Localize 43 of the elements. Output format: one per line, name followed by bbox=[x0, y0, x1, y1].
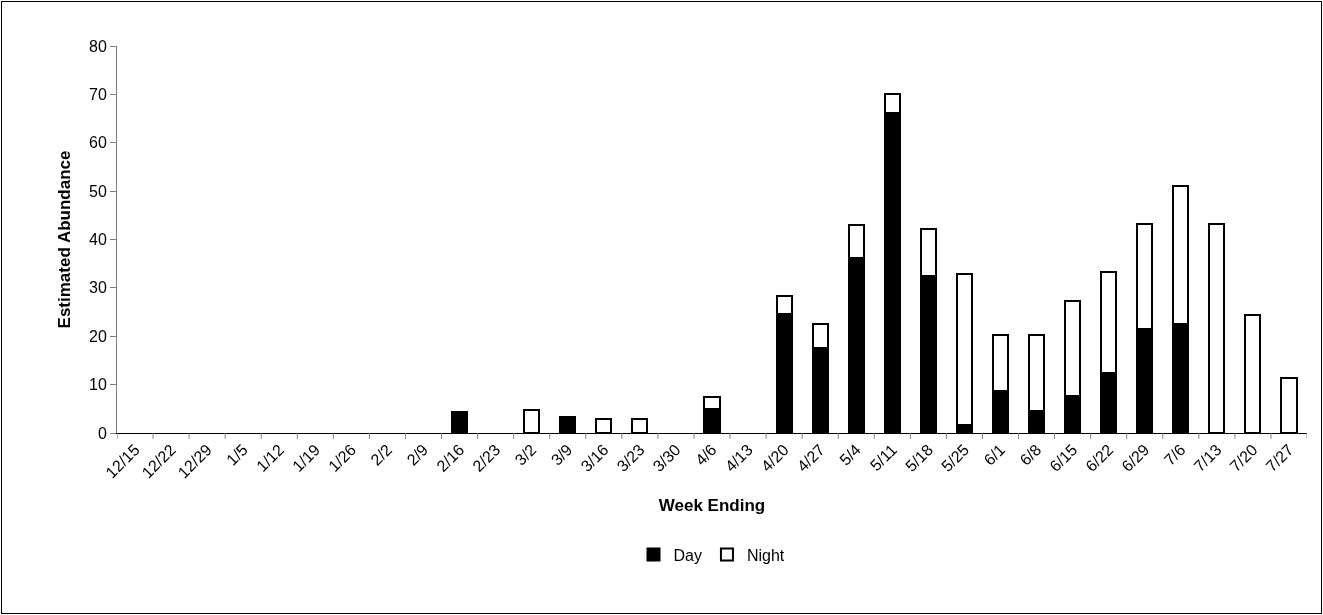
y-tick-label: 50 bbox=[89, 182, 107, 200]
y-tick-label: 10 bbox=[89, 376, 107, 394]
x-tick-label: 6/15 bbox=[1046, 440, 1081, 475]
x-tick-label: 2/9 bbox=[403, 440, 432, 469]
x-tick-label: 3/30 bbox=[649, 440, 684, 475]
x-tick-label: 2/16 bbox=[433, 440, 468, 475]
legend-label: Night bbox=[746, 546, 785, 564]
y-tick-label: 40 bbox=[89, 231, 107, 249]
x-tick-label: 1/12 bbox=[253, 440, 288, 475]
x-tick-label: 5/25 bbox=[938, 440, 973, 475]
x-tick-label: 7/27 bbox=[1262, 440, 1297, 475]
x-tick-label: 6/22 bbox=[1082, 440, 1117, 475]
x-tick-label: 7/20 bbox=[1226, 440, 1261, 475]
x-tick-label: 5/4 bbox=[836, 440, 865, 469]
x-tick-label: 7/13 bbox=[1190, 440, 1225, 475]
x-tick-label: 1/19 bbox=[289, 440, 324, 475]
x-axis-title: Week Ending bbox=[658, 495, 766, 515]
x-tick-label: 2/2 bbox=[367, 440, 396, 469]
x-tick-label: 3/9 bbox=[547, 440, 576, 469]
y-tick-label: 0 bbox=[97, 424, 107, 442]
x-tick-label: 2/23 bbox=[469, 440, 504, 475]
x-tick-label: 6/8 bbox=[1016, 440, 1045, 469]
x-tick-label: 1/5 bbox=[223, 440, 252, 469]
y-axis-title: Estimated Abundance bbox=[54, 150, 74, 329]
x-tick-label: 1/26 bbox=[325, 440, 360, 475]
x-tick-label: 4/13 bbox=[721, 440, 756, 475]
x-tick-label: 3/2 bbox=[511, 440, 540, 469]
x-tick-label: 6/29 bbox=[1118, 440, 1153, 475]
y-tick-label: 30 bbox=[89, 279, 107, 297]
x-tick-label: 3/16 bbox=[577, 440, 612, 475]
y-tick-label: 60 bbox=[89, 134, 107, 152]
x-tick-label: 5/18 bbox=[902, 440, 937, 475]
x-tick-label: 5/11 bbox=[866, 440, 901, 475]
x-tick-label: 4/6 bbox=[692, 440, 720, 469]
x-tick-label: 6/1 bbox=[980, 440, 1009, 469]
x-tick-label: 4/20 bbox=[757, 440, 792, 475]
y-tick-label: 80 bbox=[89, 37, 107, 55]
x-tick-label: 7/6 bbox=[1160, 440, 1189, 469]
y-tick-label: 70 bbox=[89, 85, 107, 103]
x-tick-label: 3/23 bbox=[613, 440, 648, 475]
x-tick-label: 4/27 bbox=[793, 440, 829, 475]
y-tick-label: 20 bbox=[89, 327, 107, 345]
legend-label: Day bbox=[673, 546, 702, 564]
